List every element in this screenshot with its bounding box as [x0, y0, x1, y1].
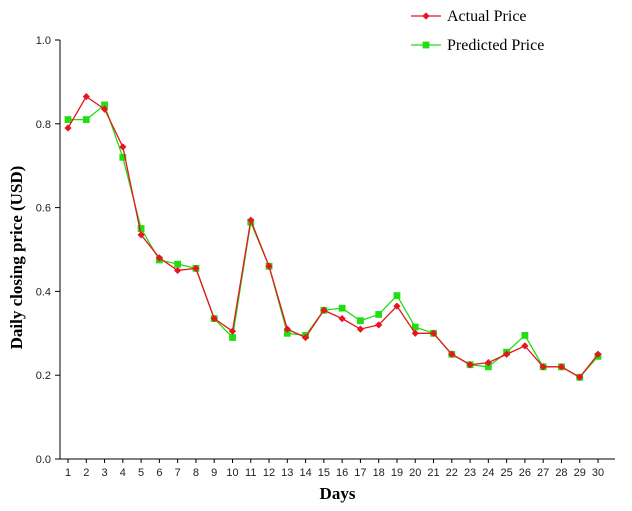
data-point: [64, 116, 72, 124]
data-point: [393, 292, 401, 299]
x-tick-label: 18: [373, 467, 385, 479]
x-tick-label: 1: [65, 467, 71, 479]
data-point: [283, 325, 291, 333]
data-point: [557, 363, 566, 371]
x-tick-label: 9: [211, 467, 217, 479]
x-tick-label: 24: [482, 467, 494, 479]
data-point: [82, 116, 90, 124]
series-line: [67, 95, 599, 379]
series-layer: [64, 92, 602, 381]
y-tick-label: 1.0: [36, 35, 51, 47]
x-tick-label: 8: [193, 467, 199, 479]
data-point: [594, 350, 602, 358]
legend-marker: [422, 41, 430, 49]
x-tick-label: 19: [391, 467, 403, 479]
legend-item: Predicted Price: [411, 37, 544, 54]
data-point: [576, 373, 584, 381]
data-point: [283, 329, 291, 337]
x-tick-label: 12: [263, 467, 275, 479]
x-tick-label: 23: [464, 467, 476, 479]
data-point: [265, 262, 273, 270]
x-tick-label: 13: [281, 467, 293, 479]
x-tick-label: 25: [500, 467, 512, 479]
series-predicted-price: [64, 101, 602, 381]
data-point: [174, 266, 182, 275]
axes: 0.00.20.40.60.81.01 2 3 4 5 6 7 8 9 10 11 12 13 14 15 1…: [36, 35, 615, 479]
data-point: [119, 153, 127, 161]
data-point: [466, 361, 474, 369]
data-point: [137, 231, 145, 239]
x-tick-label: 4: [120, 467, 126, 479]
x-tick-label: 22: [446, 467, 458, 479]
x-tick-label: 15: [318, 467, 330, 479]
data-point: [375, 311, 383, 318]
data-point: [192, 264, 200, 272]
x-tick-label: 21: [427, 467, 439, 479]
x-tick-label: 17: [354, 467, 366, 479]
data-point: [247, 216, 255, 224]
y-axis-title: Daily closing price (USD): [7, 166, 26, 350]
y-tick-label: 0.2: [36, 370, 51, 382]
data-point: [210, 315, 218, 323]
data-point: [357, 317, 364, 325]
x-tick-label: 26: [519, 467, 531, 479]
x-tick-label: 2: [83, 467, 89, 479]
data-point: [411, 329, 419, 337]
data-point: [521, 342, 529, 350]
legend-label: Predicted Price: [447, 37, 544, 54]
series-line: [68, 103, 599, 379]
y-tick-label: 0.0: [36, 454, 51, 466]
data-point: [320, 306, 328, 314]
x-tick-label: 30: [592, 467, 604, 479]
data-point: [64, 124, 72, 132]
data-point: [338, 315, 346, 323]
data-point: [101, 101, 108, 109]
data-point: [174, 260, 182, 268]
x-tick-label: 28: [555, 467, 567, 479]
x-tick-label: 11: [245, 467, 256, 479]
data-point: [155, 254, 163, 262]
data-point: [503, 350, 511, 358]
x-tick-label: 10: [226, 467, 238, 479]
data-point: [100, 105, 109, 113]
x-tick-label: 14: [299, 467, 311, 479]
legend-label: Actual Price: [447, 8, 527, 25]
x-tick-label: 3: [101, 467, 107, 479]
data-point: [411, 323, 419, 331]
x-axis-title: Days: [320, 484, 356, 503]
x-tick-label: 7: [175, 467, 181, 479]
data-point: [539, 363, 547, 371]
data-point: [82, 92, 90, 101]
x-tick-label: 20: [409, 467, 421, 479]
y-tick-label: 0.8: [36, 119, 51, 131]
x-tick-label: 5: [138, 467, 144, 479]
data-point: [484, 359, 492, 367]
legend-marker: [422, 12, 430, 20]
y-tick-label: 0.6: [36, 203, 51, 215]
x-tick-label: 6: [156, 467, 162, 479]
legend-item: Actual Price: [411, 8, 527, 25]
data-point: [375, 321, 383, 329]
series-actual-price: [64, 92, 602, 381]
legend: Actual Price Predicted Price: [411, 8, 544, 54]
data-point: [301, 333, 310, 342]
data-point: [338, 304, 346, 312]
data-point: [521, 331, 529, 339]
data-point: [356, 325, 365, 333]
data-point: [119, 143, 127, 151]
data-point: [484, 363, 492, 371]
data-point: [448, 350, 456, 358]
x-tick-label: 29: [574, 467, 586, 479]
data-point: [393, 302, 401, 310]
x-tick-label: 27: [537, 467, 549, 479]
data-point: [429, 329, 438, 337]
data-point: [228, 327, 237, 335]
y-tick-label: 0.4: [36, 286, 51, 298]
data-point: [137, 225, 145, 232]
data-point: [229, 334, 236, 341]
x-tick-label: 16: [336, 467, 348, 479]
